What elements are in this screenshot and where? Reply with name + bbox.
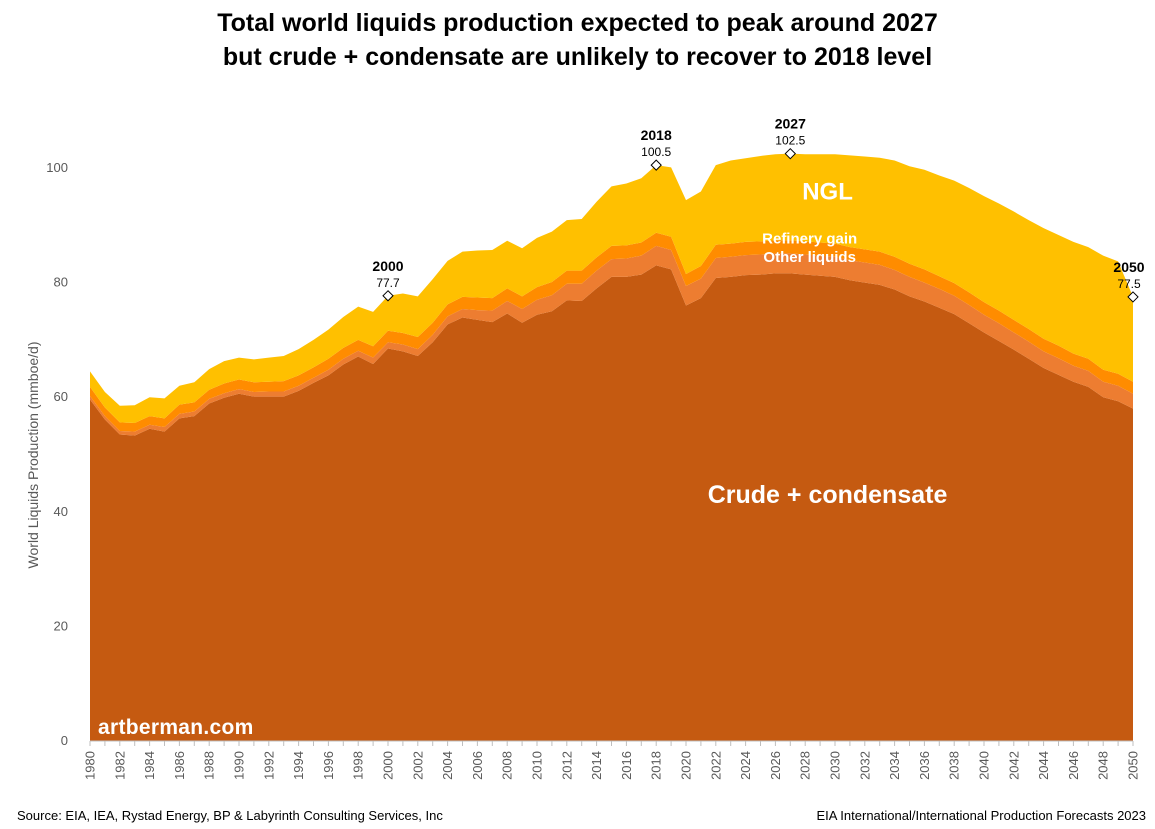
y-tick-label: 20 — [54, 618, 68, 633]
area-label: NGL — [802, 179, 853, 206]
annotation-value: 102.5 — [775, 134, 805, 148]
x-tick-label: 2020 — [679, 751, 694, 780]
x-tick-label: 2012 — [559, 751, 574, 780]
x-tick-label: 2008 — [500, 751, 515, 780]
x-tick-label: 2038 — [947, 751, 962, 780]
area-label: Refinery gain — [762, 231, 857, 248]
x-tick-label: 2002 — [410, 751, 425, 780]
x-tick-label: 2014 — [589, 751, 604, 780]
x-tick-label: 1986 — [172, 751, 187, 780]
area-crude-condensate — [90, 265, 1133, 741]
x-tick-label: 2018 — [649, 751, 664, 780]
x-tick-label: 1982 — [112, 751, 127, 780]
x-tick-label: 2028 — [798, 751, 813, 780]
area-label: Crude + condensate — [708, 481, 948, 509]
annotation-marker — [1127, 291, 1139, 303]
x-tick-label: 2026 — [768, 751, 783, 780]
annotations: 2000 77.7 2018 100.5 2027 102.5 2050 77.5 — [372, 116, 1145, 303]
x-tick-label: 1990 — [232, 751, 247, 780]
x-tick-label: 2004 — [440, 751, 455, 780]
y-tick-label: 80 — [54, 275, 68, 290]
x-tick-label: 2042 — [1006, 751, 1021, 780]
stacked-areas — [90, 153, 1133, 741]
area-ngl — [90, 153, 1133, 423]
x-tick-label: 2006 — [470, 751, 485, 780]
chart-title: Total world liquids production expected … — [0, 6, 1155, 74]
y-tick-label: 40 — [54, 504, 68, 519]
x-tick-label: 2050 — [1126, 751, 1141, 780]
watermark: artberman.com — [98, 716, 254, 739]
x-tick-label: 2048 — [1096, 751, 1111, 780]
x-tick-label: 2024 — [738, 751, 753, 780]
chart-title-line-1: Total world liquids production expected … — [217, 9, 938, 37]
x-tick-label: 2030 — [828, 751, 843, 780]
x-tick-label: 2046 — [1066, 751, 1081, 780]
annotation-marker — [650, 159, 662, 171]
y-tick-label: 100 — [46, 160, 68, 175]
x-tick-label: 2032 — [857, 751, 872, 780]
y-axis-label: World Liquids Production (mmboe/d) — [25, 342, 41, 569]
x-tick-label: 2016 — [619, 751, 634, 780]
x-tick-label: 2036 — [917, 751, 932, 780]
x-tick-label: 2034 — [887, 751, 902, 780]
annotation-marker — [382, 290, 394, 302]
annotation-marker — [784, 147, 797, 160]
x-tick-label: 2000 — [381, 751, 396, 780]
x-tick-label: 1984 — [142, 751, 157, 780]
x-tick-label: 1988 — [202, 751, 217, 780]
y-tick-label: 0 — [61, 733, 68, 748]
x-tick-label: 1992 — [261, 751, 276, 780]
x-tick-label: 1980 — [83, 751, 98, 780]
x-tick-label: 2010 — [530, 751, 545, 780]
forecast-note: EIA International/International Producti… — [816, 808, 1146, 823]
y-tick-label: 60 — [54, 389, 68, 404]
annotation-year: 2027 — [775, 116, 806, 132]
x-tick-label: 2022 — [708, 751, 723, 780]
source-note: Source: EIA, IEA, Rystad Energy, BP & La… — [17, 808, 443, 823]
annotation-year: 2018 — [641, 127, 672, 143]
x-tick-label: 2040 — [977, 751, 992, 780]
annotation-year: 2000 — [372, 258, 403, 274]
chart-title-line-2: but crude + condensate are unlikely to r… — [222, 43, 933, 71]
x-tick-label: 1998 — [351, 751, 366, 780]
area-label: Other liquids — [763, 249, 856, 266]
x-tick-label: 1994 — [291, 751, 306, 780]
annotation-value: 77.7 — [376, 276, 400, 290]
x-tick-label: 1996 — [321, 751, 336, 780]
annotation-value: 77.5 — [1117, 277, 1141, 291]
annotation-value: 100.5 — [641, 145, 671, 159]
annotation-year: 2050 — [1113, 259, 1144, 275]
x-tick-label: 2044 — [1036, 751, 1051, 780]
